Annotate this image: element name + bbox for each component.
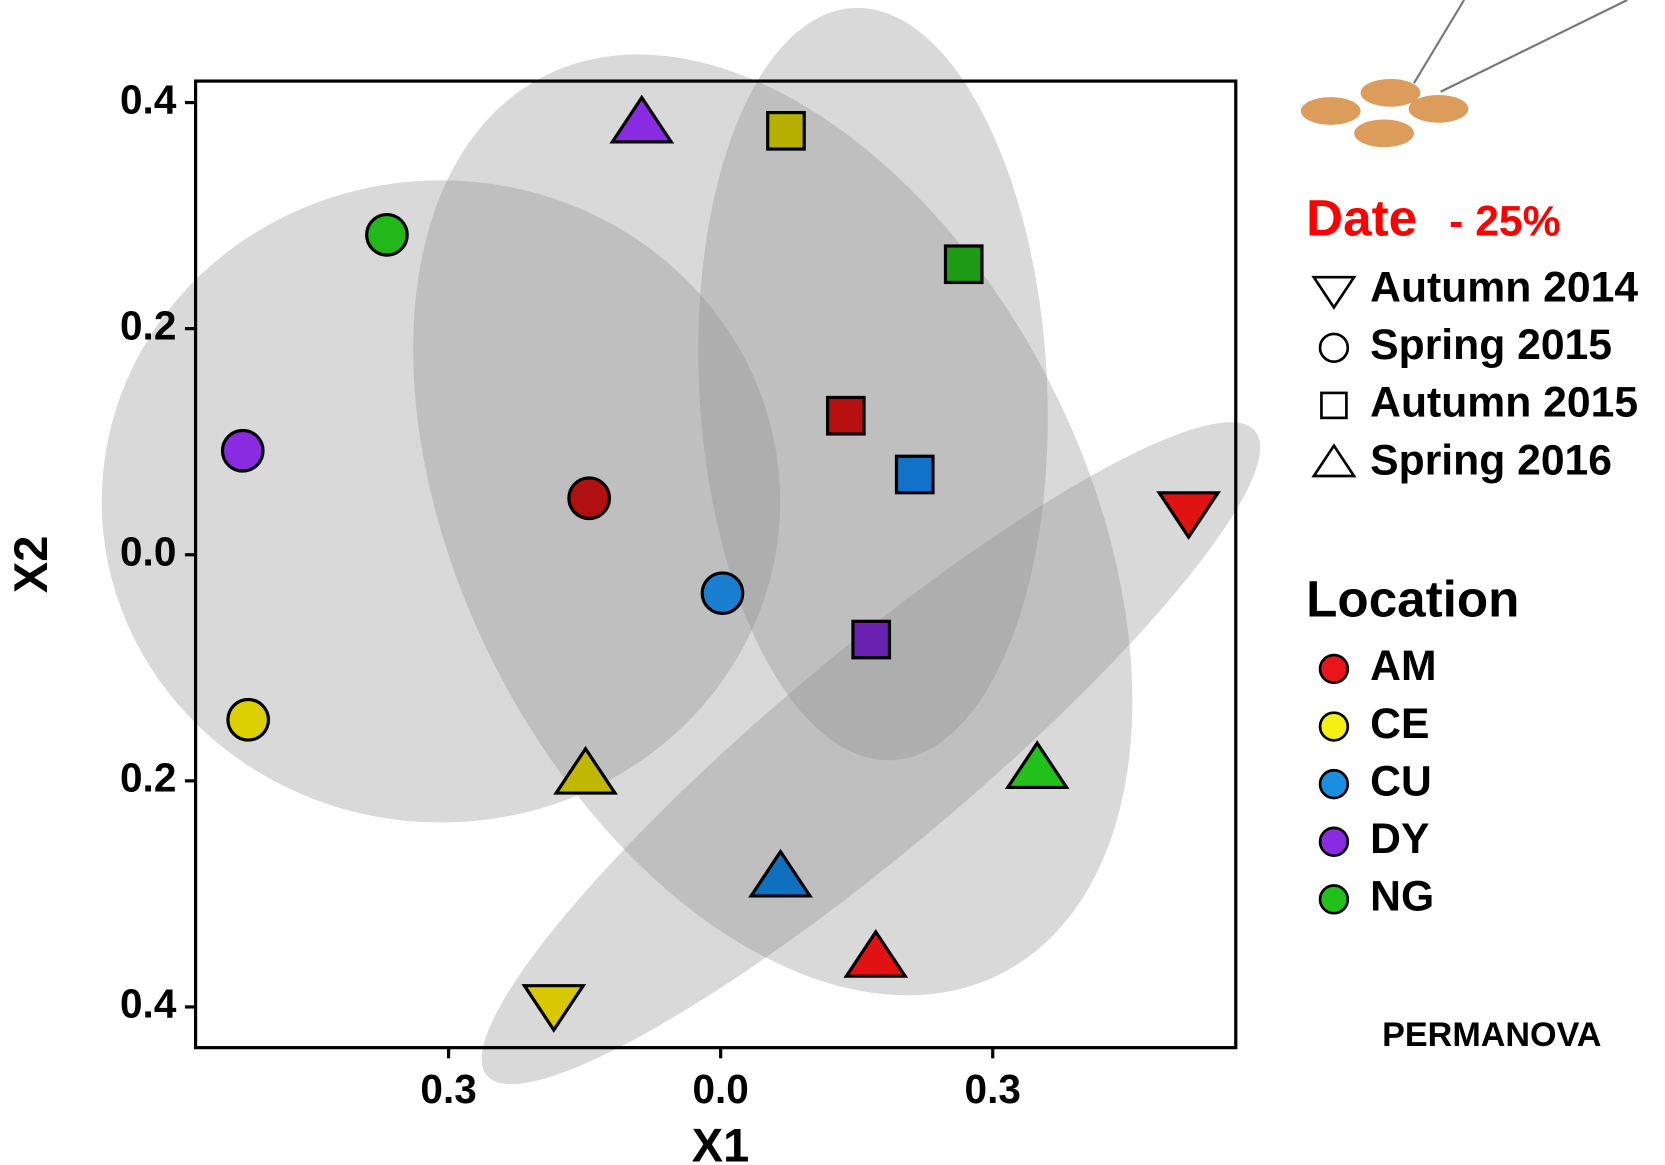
point [567,476,612,521]
legend-symbol [1318,332,1350,363]
ellipse [101,180,781,823]
point [825,395,866,436]
mouse [1300,97,1361,125]
point [843,928,909,978]
legend-symbol [1311,275,1357,310]
location-legend-title: Location [1306,570,1519,627]
legend-symbol [1318,826,1350,857]
annotation: PERMANOVA [1382,1016,1601,1054]
ellipse [481,422,1261,1085]
mouse [1408,94,1469,123]
pointer-line [1440,0,1628,93]
mice-icon [1300,0,1628,148]
pointer-line [1413,0,1465,84]
date-legend-note: - 25% [1449,197,1560,245]
legend-label: CU [1370,757,1432,805]
legend-label: Spring 2015 [1370,321,1612,369]
x-tick-label: 0.3 [965,1066,1021,1112]
plot-frame [193,79,1238,1050]
legend-label: NG [1370,873,1434,921]
x-tick-label: 0.3 [420,1066,476,1112]
point [1156,491,1221,541]
point [220,428,265,473]
point [365,212,409,257]
point [1004,740,1070,790]
legend-symbol [1311,443,1357,478]
point [748,848,813,898]
y-axis-label: X2 [5,536,57,593]
y-tick-label: 0.2 [120,302,176,348]
legend-symbol [1318,768,1350,800]
point [894,454,935,495]
ellipse [698,7,1048,761]
legend-symbol [1318,711,1350,742]
point [521,984,587,1033]
y-tick-label: 0.4 [120,981,177,1027]
legend-label: Spring 2016 [1370,436,1612,484]
legend-label: CE [1370,700,1429,748]
group-ellipses [101,7,1261,1085]
legend-label: Autumn 2014 [1370,263,1638,311]
legend-label: DY [1370,815,1429,863]
legend-label: Autumn 2015 [1370,379,1638,427]
x-tick-label: 0.0 [692,1066,748,1112]
mouse [1354,119,1414,148]
y-tick-label: 0.0 [120,528,176,574]
point [851,619,892,660]
point [766,110,806,151]
legend-symbol [1318,884,1350,915]
point [553,745,618,795]
point [609,94,675,144]
point [943,244,984,285]
y-tick-label: 0.4 [120,76,177,122]
legend-symbol [1318,653,1350,685]
legend-label: AM [1370,642,1436,690]
mouse [1360,78,1421,107]
point [226,697,271,742]
point [700,571,745,616]
date-legend-title: Date [1306,189,1417,246]
y-tick-label: 0.2 [120,755,176,801]
legend-symbol [1320,391,1348,420]
x-axis-label: X1 [692,1119,749,1165]
